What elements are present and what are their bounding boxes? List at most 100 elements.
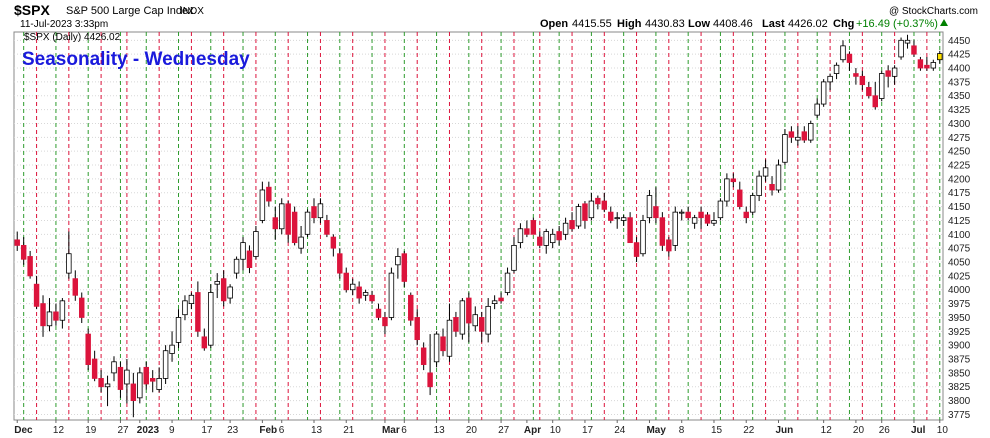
candle-body-up <box>549 233 556 244</box>
y-tick-label: 4025 <box>948 271 971 282</box>
x-tick-label: 2023 <box>137 425 160 436</box>
y-tick-label: 3875 <box>948 355 971 366</box>
x-tick-label: 20 <box>466 425 478 436</box>
candle-body-up <box>156 378 162 390</box>
candle-body-down <box>769 184 775 191</box>
candle-body-down <box>737 189 743 208</box>
candle-body-down <box>466 297 472 324</box>
candle-body-down <box>343 272 349 291</box>
x-tick-label: 26 <box>879 425 891 436</box>
candle-body-up <box>137 372 143 399</box>
candle-body-down <box>272 217 279 230</box>
y-tick-label: 3925 <box>948 327 971 338</box>
y-tick-label: 4325 <box>948 105 971 116</box>
candle-body-down <box>440 336 446 352</box>
candle-body-down <box>40 303 46 327</box>
candlesticks <box>14 34 943 418</box>
candle-body-up <box>833 64 840 74</box>
x-tick-label: 19 <box>85 425 97 436</box>
candle-body-down <box>479 317 485 332</box>
candle-body-up <box>208 292 214 346</box>
x-tick-label: 22 <box>743 425 755 436</box>
candle-body-up <box>104 383 111 388</box>
x-tick-label: 27 <box>498 425 510 436</box>
candle-body-down <box>117 366 124 390</box>
candle-body-down <box>246 250 253 268</box>
y-tick-label: 3825 <box>948 382 971 393</box>
x-tick-label: 6 <box>279 425 285 436</box>
candle-body-up <box>214 281 220 285</box>
candle-body-up <box>782 134 788 163</box>
y-axis: 3775 3800 3825 3850 3875 3900 3925 3950 3975 4000… <box>948 36 971 421</box>
y-tick-label: 4350 <box>948 91 971 102</box>
x-tick-label: 20 <box>853 425 865 436</box>
candle-body-up <box>724 178 730 202</box>
watermark-label: @ StockCharts.com <box>889 6 978 17</box>
exchange-label: INDX <box>180 6 204 17</box>
open-label: Open <box>540 18 568 30</box>
candle-body-down <box>569 220 575 230</box>
candle-body-down <box>924 64 930 69</box>
candle-body-up <box>59 300 66 321</box>
candle-body-down <box>382 317 388 327</box>
y-tick-label: 3850 <box>948 368 971 379</box>
candle-body-up <box>775 164 782 191</box>
candle-body-up <box>511 244 517 271</box>
candle-body-up <box>472 314 478 327</box>
x-tick-label: 10 <box>550 425 562 436</box>
candle-body-down <box>53 311 59 321</box>
candle-body-down <box>98 378 104 388</box>
candle-body-up <box>182 300 188 316</box>
candle-body-down <box>730 178 737 183</box>
candle-body-down <box>633 242 640 257</box>
candle-body-up <box>891 67 898 77</box>
candle-body-up <box>756 175 762 196</box>
candle-body-down <box>917 59 924 69</box>
x-tick-label: Mar <box>382 425 400 436</box>
candle-body-down <box>530 220 537 235</box>
x-tick-label: Dec <box>14 425 33 436</box>
candle-body-down <box>801 131 808 141</box>
candle-body-up <box>46 311 53 327</box>
candle-body-down <box>846 53 853 63</box>
candle-body-up <box>188 294 195 304</box>
candle-body-up <box>349 283 356 291</box>
candle-body-down <box>324 220 330 235</box>
candle-body-up <box>459 300 466 335</box>
candle-body-down <box>595 197 601 205</box>
y-tick-label: 3950 <box>948 313 971 324</box>
candle-body-up <box>717 200 724 219</box>
candle-body-down <box>85 333 91 365</box>
candle-body-up <box>304 211 311 235</box>
x-tick-label: 17 <box>582 425 594 436</box>
candle-body-down <box>420 347 427 365</box>
candle-body-down <box>866 87 872 97</box>
candle-body-up <box>169 344 175 354</box>
x-tick-label: Feb <box>259 425 277 436</box>
candle-body-up <box>66 253 72 274</box>
chart-title: Seasonality - Wednesday <box>22 49 250 70</box>
candle-body-up <box>827 75 833 83</box>
candle-body-down <box>608 211 614 221</box>
candle-body-up <box>640 220 646 255</box>
candle-body-down <box>27 256 33 277</box>
x-tick-label: Jun <box>775 425 793 436</box>
up-arrow-icon <box>940 19 948 26</box>
y-tick-label: 3975 <box>948 299 971 310</box>
candle-body-up <box>820 81 827 105</box>
y-tick-label: 3900 <box>948 341 971 352</box>
x-tick-label: 8 <box>679 425 685 436</box>
candle-body-down <box>524 228 530 235</box>
candle-body-up <box>937 53 943 61</box>
candle-body-down <box>20 244 27 260</box>
candle-body-up <box>672 211 678 246</box>
x-tick-label: Jul <box>911 425 926 436</box>
candle-body-up <box>446 319 453 357</box>
candle-body-up <box>317 203 324 219</box>
x-tick-label: 17 <box>201 425 213 436</box>
y-tick-label: 3775 <box>948 410 971 421</box>
candle-body-down <box>369 294 375 302</box>
candle-body-down <box>453 317 459 332</box>
high-value: 4430.83 <box>645 18 685 30</box>
x-tick-label: 6 <box>401 425 407 436</box>
